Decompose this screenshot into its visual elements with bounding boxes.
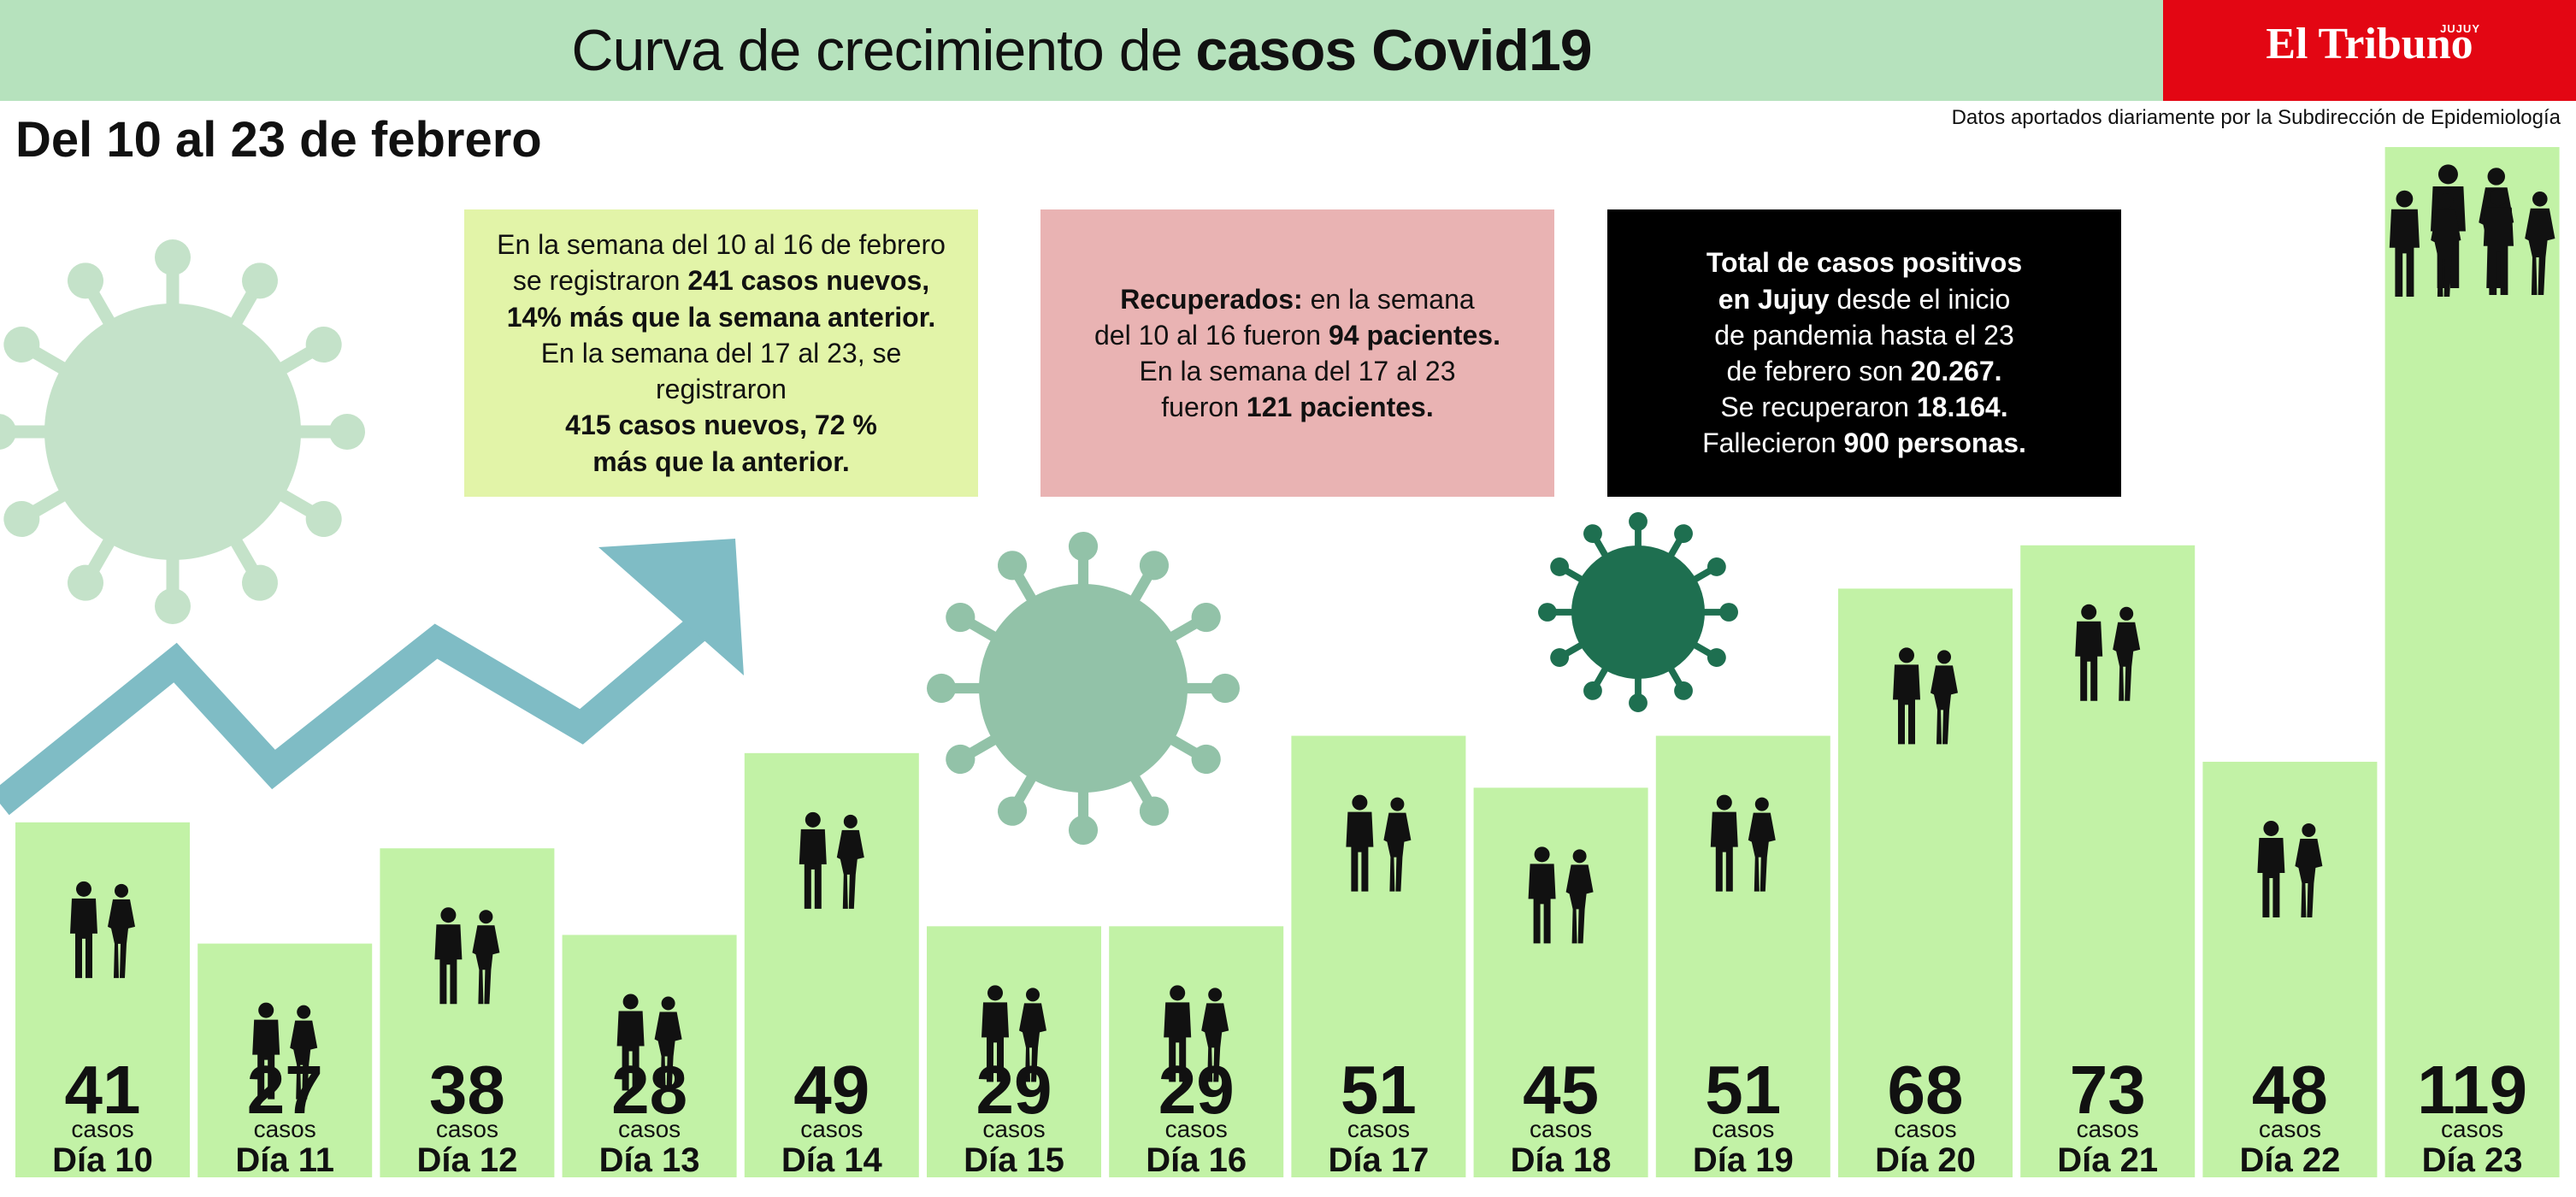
bar-category-label: Día 22 bbox=[2239, 1141, 2340, 1179]
weekly-line-6: más que la anterior. bbox=[592, 445, 850, 477]
bar-value-label: 38 bbox=[429, 1052, 505, 1128]
bar-category-label: Día 23 bbox=[2422, 1141, 2523, 1179]
total-line-2a: en Jujuy bbox=[1718, 283, 1830, 315]
recovered-line-1a: Recuperados: bbox=[1120, 283, 1303, 315]
total-line-6b: 900 personas. bbox=[1843, 428, 2026, 459]
bar-día-10 bbox=[15, 822, 190, 1177]
bar-category-label: Día 16 bbox=[1146, 1141, 1247, 1179]
bar-día-19 bbox=[1655, 735, 1830, 1177]
bar-category-label: Día 20 bbox=[1875, 1141, 1976, 1179]
virus-icon-medium bbox=[927, 532, 1240, 845]
bar-category-label: Día 14 bbox=[781, 1141, 883, 1179]
bar-unit-label: casos bbox=[2077, 1116, 2139, 1142]
bar-día-11 bbox=[197, 943, 373, 1177]
bar-unit-label: casos bbox=[254, 1116, 316, 1142]
bar-día-20 bbox=[1838, 588, 2013, 1177]
bar-unit-label: casos bbox=[800, 1116, 863, 1142]
bar-unit-label: casos bbox=[2259, 1116, 2321, 1142]
bar-unit-label: casos bbox=[436, 1116, 498, 1142]
bar-category-label: Día 12 bbox=[416, 1141, 517, 1179]
bar-category-label: Día 19 bbox=[1693, 1141, 1794, 1179]
bar-value-label: 119 bbox=[2417, 1052, 2527, 1128]
bar-unit-label: casos bbox=[1712, 1116, 1774, 1142]
bar-día-23 bbox=[2384, 147, 2560, 1177]
recovered-line-2a: del 10 al 16 fueron bbox=[1094, 319, 1329, 351]
bar-category-label: Día 17 bbox=[1328, 1141, 1429, 1179]
recovered-line-4b: 121 pacientes. bbox=[1246, 392, 1434, 423]
bar-category-label: Día 13 bbox=[599, 1141, 700, 1179]
bar-value-label: 41 bbox=[65, 1052, 141, 1128]
bar-día-18 bbox=[1473, 787, 1648, 1177]
title-bold: casos Covid19 bbox=[1195, 18, 1592, 83]
bar-value-label: 48 bbox=[2252, 1052, 2328, 1128]
bar-unit-label: casos bbox=[2441, 1116, 2503, 1142]
bar-value-label: 73 bbox=[2070, 1052, 2146, 1128]
bar-unit-label: casos bbox=[1530, 1116, 1592, 1142]
page-title: Curva de crecimiento de casos Covid19 bbox=[0, 0, 2163, 101]
bar-value-label: 51 bbox=[1341, 1052, 1417, 1128]
bar-category-label: Día 15 bbox=[964, 1141, 1064, 1179]
recovered-line-4a: fueron bbox=[1161, 392, 1247, 423]
bar-value-label: 27 bbox=[247, 1052, 323, 1128]
bar-value-label: 68 bbox=[1888, 1052, 1964, 1128]
bar-category-label: Día 11 bbox=[235, 1141, 334, 1179]
bar-value-label: 51 bbox=[1705, 1052, 1781, 1128]
bar-category-label: Día 18 bbox=[1511, 1141, 1612, 1179]
total-line-5b: 18.164. bbox=[1916, 392, 2008, 423]
bar-día-12 bbox=[380, 848, 555, 1177]
weekly-line-4: En la semana del 17 al 23, se registraro… bbox=[540, 337, 902, 405]
bar-value-label: 49 bbox=[793, 1052, 869, 1128]
data-source-note: Datos aportados diariamente por la Subdi… bbox=[1951, 106, 2561, 129]
recovered-line-3: En la semana del 17 al 23 bbox=[1139, 356, 1456, 386]
weekly-line-2a: se registraron bbox=[512, 265, 688, 297]
total-line-2b: desde el inicio bbox=[1829, 283, 2011, 315]
bar-día-13 bbox=[562, 935, 737, 1177]
bar-día-17 bbox=[1291, 735, 1466, 1177]
bar-día-21 bbox=[2020, 545, 2196, 1177]
header-bar bbox=[0, 0, 2163, 101]
weekly-summary-box: En la semana del 10 al 16 de febrero se … bbox=[464, 209, 978, 497]
el-tribuno-logo: JUJUY El Tribuno bbox=[2163, 0, 2576, 101]
total-line-3: de pandemia hasta el 23 bbox=[1714, 319, 2014, 351]
weekly-line-5: 415 casos nuevos, 72 % bbox=[565, 410, 877, 441]
bar-unit-label: casos bbox=[71, 1116, 133, 1142]
total-line-4b: 20.267. bbox=[1910, 356, 2002, 386]
total-line-4a: de febrero son bbox=[1726, 356, 1911, 386]
bar-unit-label: casos bbox=[1165, 1116, 1228, 1142]
logo-jujuy-text: JUJUY bbox=[2440, 22, 2480, 35]
total-line-6a: Fallecieron bbox=[1702, 428, 1844, 459]
bar-día-14 bbox=[744, 752, 919, 1177]
bar-value-label: 28 bbox=[611, 1052, 687, 1128]
bar-value-label: 29 bbox=[976, 1052, 1052, 1128]
virus-icon-small bbox=[1538, 512, 1738, 712]
title-light: Curva de crecimiento de bbox=[571, 18, 1182, 83]
recovered-box: Recuperados: en la semana del 10 al 16 f… bbox=[1040, 209, 1554, 497]
total-cases-box: Total de casos positivos en Jujuy desde … bbox=[1607, 209, 2121, 497]
weekly-line-3: 14% más que la semana anterior. bbox=[506, 301, 936, 333]
bar-día-22 bbox=[2202, 761, 2378, 1177]
bar-día-15 bbox=[927, 926, 1101, 1177]
weekly-line-2b: 241 casos nuevos, bbox=[687, 265, 930, 297]
total-line-5a: Se recuperaron bbox=[1720, 392, 1917, 423]
bar-value-label: 45 bbox=[1523, 1052, 1599, 1128]
bar-día-16 bbox=[1109, 926, 1284, 1177]
bar-unit-label: casos bbox=[618, 1116, 681, 1142]
virus-icon-large bbox=[0, 239, 366, 624]
logo-name-text: El Tribuno bbox=[2266, 20, 2473, 68]
recovered-line-1b: en la semana bbox=[1302, 283, 1475, 315]
growth-arrow-icon bbox=[0, 539, 744, 816]
bar-category-label: Día 10 bbox=[52, 1141, 153, 1179]
bar-unit-label: casos bbox=[1894, 1116, 1956, 1142]
total-line-1: Total de casos positivos bbox=[1706, 247, 2023, 279]
weekly-line-1: En la semana del 10 al 16 de febrero bbox=[497, 229, 946, 261]
bar-value-label: 29 bbox=[1158, 1052, 1235, 1128]
bars-layer bbox=[15, 147, 2560, 1177]
bar-unit-label: casos bbox=[1347, 1116, 1410, 1142]
date-range-subtitle: Del 10 al 23 de febrero bbox=[15, 112, 542, 168]
bar-unit-label: casos bbox=[982, 1116, 1045, 1142]
recovered-line-2b: 94 pacientes. bbox=[1328, 319, 1500, 351]
bar-category-label: Día 21 bbox=[2057, 1141, 2158, 1179]
